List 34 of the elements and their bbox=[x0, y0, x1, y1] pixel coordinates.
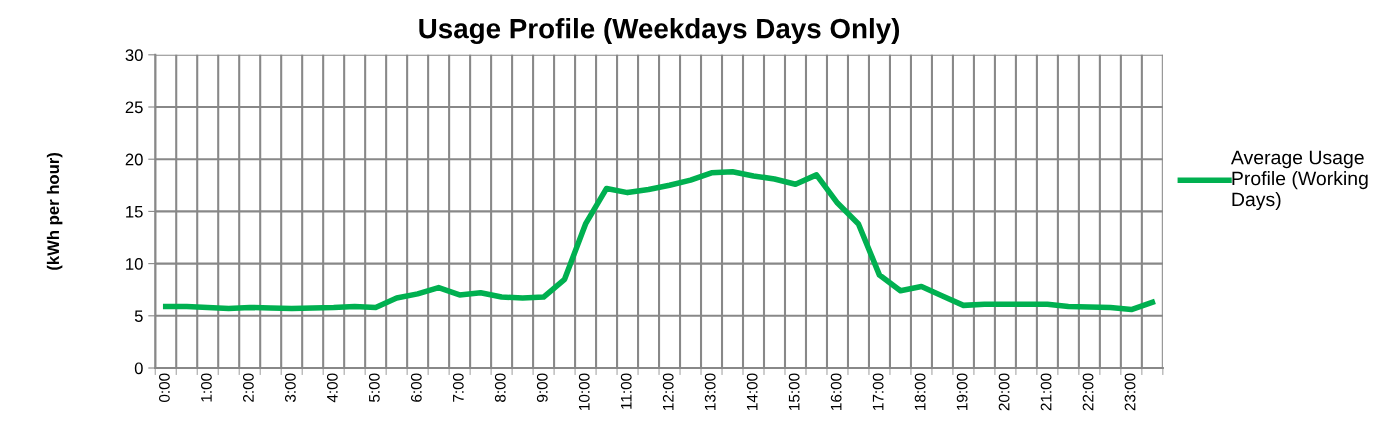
x-tick-label: 6:00 bbox=[410, 373, 422, 402]
x-tick-label: 0:00 bbox=[159, 373, 170, 403]
y-tick-label: 10 bbox=[126, 258, 143, 270]
x-tick-label: 7:00 bbox=[452, 373, 464, 402]
x-tick-label: 14:00 bbox=[746, 373, 758, 410]
y-tick-label: 15 bbox=[126, 205, 143, 218]
y-tick-label: 20 bbox=[125, 153, 143, 166]
x-tick-label: 19:00 bbox=[956, 373, 968, 410]
x-tick-label: 16:00 bbox=[830, 373, 842, 410]
x-tick-label: 8:00 bbox=[494, 373, 506, 402]
x-tick-label: 17:00 bbox=[872, 373, 884, 410]
x-tick-label: 12:00 bbox=[662, 373, 674, 410]
y-tick-label: 30 bbox=[125, 49, 143, 62]
x-tick-label: 2:00 bbox=[242, 373, 254, 402]
y-axis-title: (kWh per hour) bbox=[46, 152, 63, 270]
y-tick-label: 25 bbox=[125, 101, 143, 114]
x-tick-label: 9:00 bbox=[536, 373, 548, 402]
chart-title: Usage Profile (Weekdays Days Only) bbox=[419, 18, 900, 45]
y-tick-label: 0 bbox=[134, 362, 143, 375]
x-tick-label: 22:00 bbox=[1082, 373, 1094, 411]
x-tick-label: 11:00 bbox=[620, 373, 632, 409]
x-tick-label: 5:00 bbox=[368, 373, 380, 402]
x-tick-label: 1:00 bbox=[200, 373, 212, 402]
y-tick-label: 5 bbox=[134, 310, 143, 323]
legend-label: Average Usage Profile (Working Days) bbox=[1230, 150, 1368, 211]
x-tick-label: 21:00 bbox=[1040, 373, 1052, 411]
x-tick-label: 20:00 bbox=[998, 373, 1010, 411]
x-tick-label: 10:00 bbox=[578, 373, 590, 410]
x-tick-label: 13:00 bbox=[704, 373, 716, 410]
x-tick-label: 3:00 bbox=[284, 373, 296, 403]
x-tick-label: 23:00 bbox=[1124, 373, 1136, 411]
x-tick-label: 4:00 bbox=[326, 373, 338, 403]
x-tick-label: 15:00 bbox=[788, 373, 800, 410]
x-tick-label: 18:00 bbox=[914, 373, 926, 410]
